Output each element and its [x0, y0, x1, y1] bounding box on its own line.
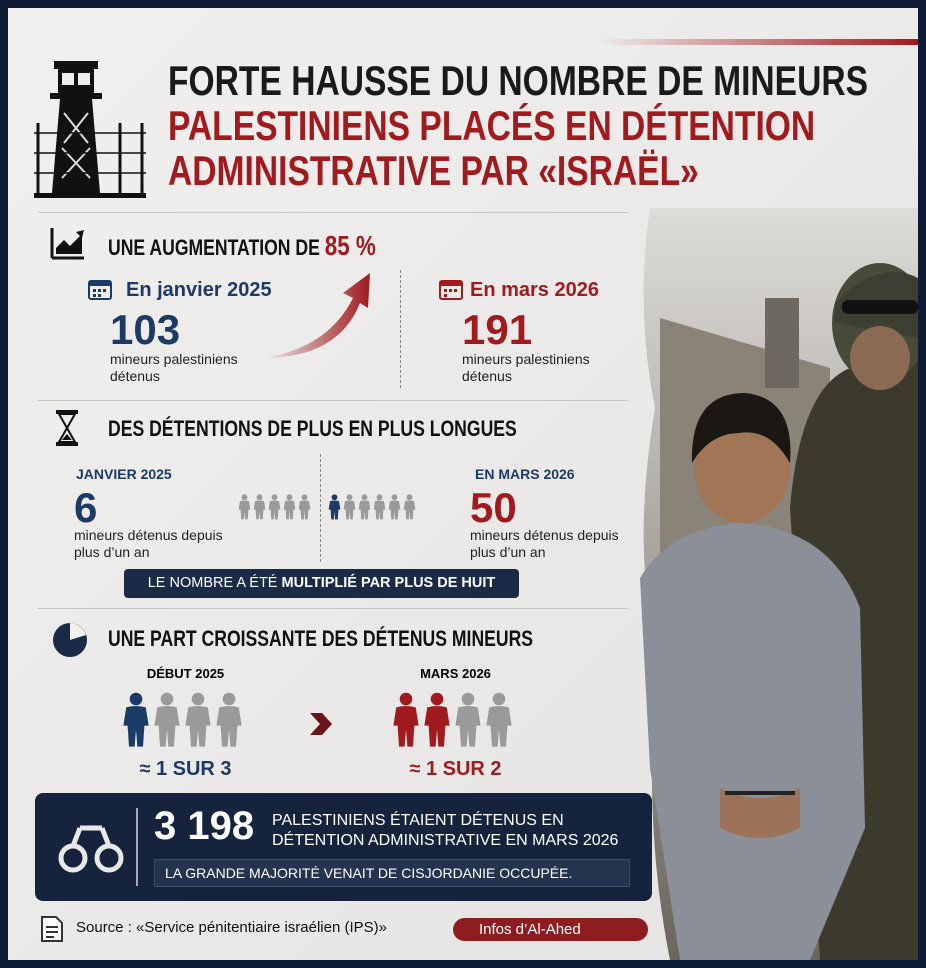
handcuffs-icon	[58, 825, 124, 873]
person-icon	[298, 494, 311, 520]
period-label: JANVIER 2025	[76, 466, 172, 482]
period-label: En janvier 2025	[126, 279, 272, 301]
pie-icon	[53, 623, 87, 657]
person-icon	[343, 494, 356, 520]
people-row	[328, 492, 416, 522]
people-row	[238, 492, 311, 522]
separator	[38, 400, 628, 401]
chevron	[310, 713, 332, 735]
figure-number: 6	[74, 484, 98, 531]
infographic: FORTE HAUSSE DU NOMBRE DE MINEURS PALEST…	[8, 8, 918, 960]
person-icon	[253, 494, 266, 520]
people-row	[122, 686, 243, 754]
photo	[640, 208, 918, 960]
person-icon	[358, 494, 371, 520]
period-label: MARS 2026	[420, 666, 491, 681]
section-heading: UNE AUGMENTATION DE 85 %	[108, 230, 376, 262]
person-icon	[388, 494, 401, 520]
person-icon	[185, 692, 211, 747]
person-icon	[393, 692, 419, 747]
banner: LE NOMBRE A ÉTÉ MULTIPLIÉ PAR PLUS DE HU…	[124, 569, 519, 598]
figure-number: 191	[462, 306, 533, 353]
rise-arrow	[263, 273, 370, 358]
figure-number: 103	[110, 306, 181, 353]
source: Source : «Service pénitentiaire israélie…	[76, 919, 387, 936]
hourglass-icon	[56, 410, 78, 446]
person-icon	[403, 494, 416, 520]
banner-text: LE NOMBRE A ÉTÉ	[147, 575, 278, 591]
divider	[136, 808, 138, 886]
banner-highlight: MULTIPLIÉ PAR PLUS DE HUIT	[281, 575, 496, 591]
period-label: En mars 2026	[470, 279, 599, 301]
section-heading: UNE PART CROISSANTE DES DÉTENUS MINEURS	[108, 626, 534, 651]
divider	[400, 270, 401, 388]
divider	[320, 454, 321, 562]
title-line: FORTE HAUSSE DU NOMBRE DE MINEURS	[168, 57, 869, 104]
people-row	[392, 686, 513, 754]
period-label: DÉBUT 2025	[146, 666, 225, 681]
section-heading: DES DÉTENTIONS DE PLUS EN PLUS LONGUES	[108, 416, 517, 441]
person-icon	[216, 692, 242, 747]
total-note: LA GRANDE MAJORITÉ VENAIT DE CISJORDANIE…	[154, 859, 630, 887]
figure-description: mineurs détenus depuis plus d’un an	[470, 527, 619, 560]
total-text: PALESTINIENS ÉTAIENT DÉTENUS EN DÉTENTIO…	[272, 812, 619, 849]
heading-highlight: 85 %	[324, 230, 376, 261]
growth-icon	[50, 228, 84, 260]
person-icon	[238, 494, 251, 520]
person-icon	[486, 692, 512, 747]
person-icon	[283, 494, 296, 520]
person-icon	[154, 692, 180, 747]
person-icon	[424, 692, 450, 747]
calendar-icon	[439, 280, 463, 300]
separator	[38, 608, 628, 609]
period-label: EN MARS 2026	[475, 466, 575, 482]
heading-text: UNE AUGMENTATION DE	[108, 235, 320, 260]
total-number: 3 198	[154, 804, 255, 848]
document-icon	[41, 916, 63, 942]
watchtower-icon	[34, 61, 146, 198]
separator	[38, 212, 628, 213]
calendar-icon	[88, 280, 112, 300]
figure-description: mineurs palestiniens détenus	[462, 351, 590, 384]
ratio: ≈ 1 SUR 3	[139, 758, 232, 780]
person-icon	[123, 692, 149, 747]
person-icon	[455, 692, 481, 747]
person-icon	[328, 494, 341, 520]
person-icon	[373, 494, 386, 520]
title-line: PALESTINIENS PLACÉS EN DÉTENTION	[168, 102, 816, 149]
ratio: ≈ 1 SUR 2	[409, 758, 502, 780]
person-icon	[268, 494, 281, 520]
title-line: ADMINISTRATIVE PAR «ISRAËL»	[168, 147, 699, 194]
figure-description: mineurs palestiniens détenus	[110, 351, 238, 384]
figure-description: mineurs détenus depuis plus d’un an	[74, 527, 223, 560]
figure-number: 50	[470, 484, 517, 531]
brand-badge: Infos d’Al-Ahed	[453, 918, 648, 941]
accent-line	[600, 39, 918, 45]
